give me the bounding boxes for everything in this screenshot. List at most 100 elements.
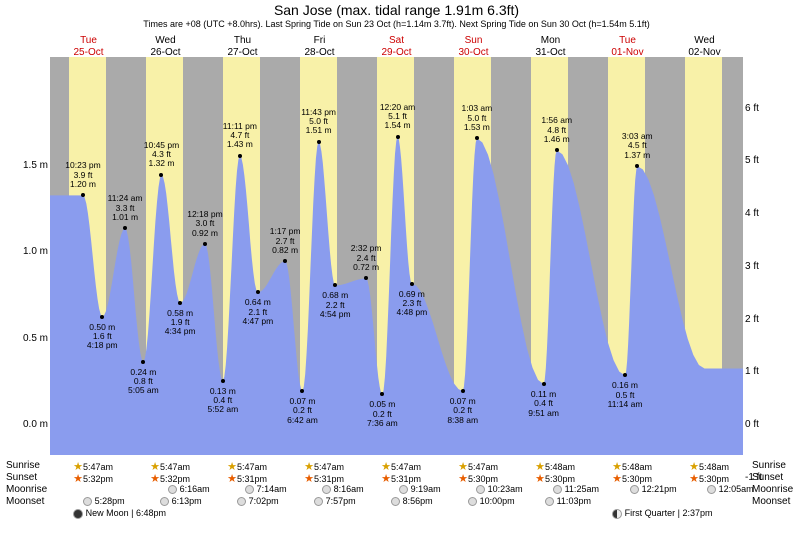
moonrise-time: 12:21pm — [630, 484, 677, 494]
tide-label: 0.16 m0.5 ft11:14 am — [608, 381, 643, 409]
moonrise-time: 11:25am — [553, 484, 599, 494]
tide-point — [81, 193, 85, 197]
y-tick-left: 0.5 m — [20, 333, 48, 344]
moonrise-time: 9:19am — [399, 484, 441, 494]
tide-label: 0.05 m0.2 ft7:36 am — [367, 400, 398, 428]
day-header: Wed26-Oct — [127, 35, 204, 59]
tide-label: 0.64 m2.1 ft4:47 pm — [242, 298, 273, 326]
tide-point — [203, 242, 207, 246]
chart-subtitle: Times are +08 (UTC +8.0hrs). Last Spring… — [0, 19, 793, 29]
y-tick-right: 5 ft — [745, 155, 773, 166]
y-tick-left: 1.5 m — [20, 160, 48, 171]
y-tick-right: 6 ft — [745, 103, 773, 114]
tide-point — [364, 276, 368, 280]
tide-label: 11:11 pm4.7 ft1.43 m — [223, 122, 257, 150]
y-tick-right: 2 ft — [745, 314, 773, 325]
moonset-time: 7:02pm — [237, 496, 279, 506]
moonrise-time: 6:16am — [168, 484, 210, 494]
moonrise-time: 8:16am — [322, 484, 364, 494]
tide-label: 0.58 m1.9 ft4:34 pm — [165, 309, 196, 337]
moon-phase: First Quarter | 2:37pm — [612, 508, 712, 519]
y-axis-right: -1 ft0 ft1 ft2 ft3 ft4 ft5 ft6 ft — [745, 57, 773, 455]
tide-label: 11:43 pm5.0 ft1.51 m — [301, 108, 336, 136]
y-tick-left: 1.0 m — [20, 246, 48, 257]
footer-axis-label: Sunset — [6, 472, 37, 483]
tide-point — [410, 282, 414, 286]
day-header: Thu27-Oct — [204, 35, 281, 59]
y-tick-right: 4 ft — [745, 208, 773, 219]
footer-axis-label: Moonset — [752, 496, 790, 507]
footer-axis-label: Sunrise — [6, 460, 40, 471]
tide-label: 10:45 pm4.3 ft1.32 m — [144, 141, 179, 169]
day-header: Sat29-Oct — [358, 35, 435, 59]
sunset-time: ★5:32pm — [73, 472, 113, 485]
tide-label: 12:18 pm3.0 ft0.92 m — [187, 210, 222, 238]
tide-label: 1:03 am5.0 ft1.53 m — [462, 104, 493, 132]
tide-point — [542, 382, 546, 386]
moonrise-time: 7:14am — [245, 484, 287, 494]
tide-label: 1:17 pm2.7 ft0.82 m — [270, 227, 301, 255]
tide-label: 0.07 m0.2 ft8:38 am — [447, 397, 478, 425]
y-tick-right: 0 ft — [745, 419, 773, 430]
moonset-time: 8:56pm — [391, 496, 433, 506]
day-header: Fri28-Oct — [281, 35, 358, 59]
tide-point — [317, 140, 321, 144]
tide-point — [178, 301, 182, 305]
footer-axis-label: Moonrise — [6, 484, 47, 495]
day-header: Mon31-Oct — [512, 35, 589, 59]
tide-label: 0.13 m0.4 ft5:52 am — [207, 387, 238, 415]
y-tick-left: 0.0 m — [20, 419, 48, 430]
tide-point — [300, 389, 304, 393]
tide-label: 0.11 m0.4 ft9:51 am — [528, 390, 559, 418]
moonset-time: 10:00pm — [468, 496, 515, 506]
tide-point — [159, 173, 163, 177]
footer-axis-label: Moonset — [6, 496, 44, 507]
tide-point — [283, 259, 287, 263]
tide-point — [238, 154, 242, 158]
plot-area: 10:23 pm3.9 ft1.20 m 0.50 m1.6 ft4:18 pm 1… — [50, 57, 743, 455]
moonset-time: 5:28pm — [83, 496, 125, 506]
chart-area: Tue25-OctWed26-OctThu27-OctFri28-OctSat2… — [50, 35, 743, 455]
tide-point — [635, 164, 639, 168]
moonset-time: 6:13pm — [160, 496, 202, 506]
tide-label: 3:03 am4.5 ft1.37 m — [622, 132, 653, 160]
y-axis-left: 0.0 m 0.5 m 1.0 m 1.5 m — [20, 57, 48, 455]
day-header: Tue01-Nov — [589, 35, 666, 59]
footer-axis-label: Sunset — [752, 472, 783, 483]
tide-point — [623, 373, 627, 377]
day-header: Tue25-Oct — [50, 35, 127, 59]
tide-point — [221, 379, 225, 383]
day-header: Sun30-Oct — [435, 35, 512, 59]
day-header: Wed02-Nov — [666, 35, 743, 59]
tide-label: 2:32 pm2.4 ft0.72 m — [351, 244, 382, 272]
y-tick-right: 3 ft — [745, 261, 773, 272]
tide-point — [380, 392, 384, 396]
footer-axis-label: Sunrise — [752, 460, 786, 471]
tide-label: 11:24 am3.3 ft1.01 m — [108, 194, 143, 222]
moonrise-time: 12:05am — [707, 484, 754, 494]
moonset-time: 7:57pm — [314, 496, 356, 506]
chart-title: San Jose (max. tidal range 1.91m 6.3ft) — [0, 2, 793, 18]
moon-phase: New Moon | 6:48pm — [73, 508, 166, 519]
tide-point — [396, 135, 400, 139]
footer-axis-label: Moonrise — [752, 484, 793, 495]
tide-label: 1:56 am4.8 ft1.46 m — [541, 116, 572, 144]
tide-point — [461, 389, 465, 393]
tide-point — [256, 290, 260, 294]
tide-point — [100, 315, 104, 319]
y-tick-right: 1 ft — [745, 366, 773, 377]
tide-point — [141, 360, 145, 364]
tide-label: 0.24 m0.8 ft5:05 am — [128, 368, 159, 396]
tide-point — [475, 136, 479, 140]
tide-label: 0.50 m1.6 ft4:18 pm — [87, 323, 118, 351]
tide-label: 12:20 am5.1 ft1.54 m — [380, 103, 415, 131]
tide-label: 0.69 m2.3 ft4:48 pm — [397, 290, 428, 318]
moonrise-time: 10:23am — [476, 484, 523, 494]
moonset-time: 11:03pm — [545, 496, 591, 506]
tide-point — [555, 148, 559, 152]
tide-label: 10:23 pm3.9 ft1.20 m — [65, 161, 100, 189]
tide-label: 0.07 m0.2 ft6:42 am — [287, 397, 318, 425]
tide-label: 0.68 m2.2 ft4:54 pm — [320, 291, 351, 319]
tide-point — [123, 226, 127, 230]
tide-point — [333, 283, 337, 287]
